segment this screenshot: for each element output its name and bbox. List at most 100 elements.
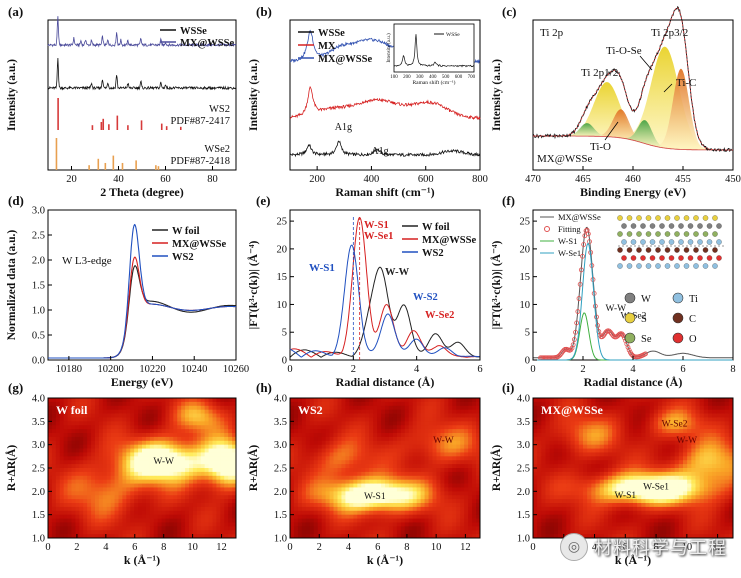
- heatmap-cell: [566, 530, 571, 535]
- y-tick-label: 0: [282, 356, 287, 367]
- heatmap-cell: [353, 452, 358, 457]
- fit-data-point: [626, 347, 632, 353]
- heatmap-cell: [83, 534, 88, 539]
- heatmap-cell: [448, 514, 453, 519]
- heatmap-cell: [369, 506, 374, 512]
- heatmap-cell: [83, 413, 88, 418]
- heatmap-cell: [404, 506, 410, 512]
- heatmap-cell: [373, 534, 378, 539]
- heatmap-cell: [48, 464, 53, 469]
- heatmap-cell: [192, 464, 198, 469]
- heatmap-cell: [297, 522, 303, 527]
- heatmap-cell: [329, 503, 334, 508]
- heatmap-cell: [293, 495, 299, 500]
- annotation-w-s2: W-S2: [413, 292, 438, 303]
- heatmap-cell: [570, 510, 576, 516]
- heatmap-cell: [381, 456, 386, 461]
- heatmap-cell: [416, 444, 422, 449]
- heatmap-cell: [373, 405, 378, 411]
- heatmap-cell: [208, 534, 213, 539]
- heatmap-cell: [616, 444, 621, 449]
- heatmap-cell: [98, 475, 104, 481]
- heatmap-cell: [301, 440, 307, 446]
- heatmap-cell: [574, 471, 580, 477]
- heatmap-cell: [313, 483, 319, 488]
- heatmap-cell: [149, 421, 155, 426]
- heatmap-cell: [400, 452, 406, 457]
- heatmap-cell: [373, 503, 378, 508]
- heatmap-cell: [452, 491, 457, 496]
- heatmap-cell: [48, 452, 53, 457]
- heatmap-cell: [161, 452, 166, 457]
- structure-atom: [678, 223, 684, 229]
- heatmap-cell: [408, 518, 414, 523]
- heatmap-cell: [365, 487, 370, 492]
- heatmap-cell: [574, 456, 580, 461]
- heatmap-cell: [313, 460, 319, 465]
- heatmap-cell: [595, 405, 601, 411]
- heatmap-cell: [537, 433, 542, 438]
- heatmap-cell: [110, 487, 115, 492]
- heatmap-cell: [200, 503, 206, 508]
- heatmap-cell: [149, 464, 155, 469]
- heatmap-cell: [566, 405, 571, 411]
- structure-atom: [645, 215, 652, 221]
- heatmap-cell: [537, 448, 542, 453]
- heatmap-cell: [79, 487, 84, 492]
- heatmap-cell: [637, 417, 642, 422]
- heatmap-cell: [297, 436, 303, 442]
- heatmap-cell: [192, 440, 198, 446]
- inset-x-tick-label: 300: [416, 75, 424, 80]
- heatmap-cell: [616, 436, 621, 442]
- heatmap-cell: [181, 440, 186, 446]
- heatmap-cell: [185, 530, 190, 535]
- heatmap-cell: [301, 471, 307, 477]
- heatmap-cell: [595, 487, 601, 492]
- heatmap-cell: [67, 429, 72, 434]
- heatmap-cell: [649, 444, 655, 449]
- heatmap-cell: [165, 425, 170, 430]
- heatmap-cell: [220, 503, 225, 508]
- heatmap-cell: [385, 413, 390, 418]
- heatmap-cell: [541, 468, 546, 473]
- heatmap-cell: [460, 534, 465, 539]
- heatmap-cell: [208, 499, 213, 504]
- heatmap-cell: [142, 421, 147, 426]
- heatmap-cell: [472, 425, 477, 430]
- heatmap-cell: [553, 483, 559, 488]
- heatmap-cell: [408, 460, 414, 465]
- heatmap-cell: [79, 475, 84, 481]
- heatmap-cell: [83, 499, 88, 504]
- heatmap-cell: [309, 495, 315, 500]
- heatmap-cell: [353, 444, 358, 449]
- heatmap-cell: [59, 479, 65, 484]
- heatmap-cell: [448, 456, 453, 461]
- heatmap-cell: [228, 503, 233, 508]
- heatmap-cell: [385, 518, 390, 523]
- heatmap-cell: [106, 510, 112, 516]
- heatmap-cell: [297, 499, 303, 504]
- heatmap-cell: [106, 522, 112, 527]
- heatmap-cell: [220, 495, 225, 500]
- heatmap-cell: [472, 495, 477, 500]
- heatmap-cell: [616, 483, 621, 488]
- heatmap-cell: [204, 433, 209, 438]
- heatmap-cell: [587, 471, 592, 477]
- heatmap-cell: [541, 510, 546, 516]
- structure-atom: [702, 247, 709, 253]
- heatmap-cell: [612, 444, 617, 449]
- heatmap-cell: [603, 417, 609, 422]
- heatmap-cell: [228, 518, 233, 523]
- heatmap-cell: [293, 475, 299, 481]
- heatmap-cell: [220, 499, 225, 504]
- heatmap-cell: [169, 464, 174, 469]
- heatmap-cell: [122, 417, 127, 422]
- heatmap-cell: [549, 526, 555, 531]
- heatmap-cell: [87, 479, 92, 484]
- heatmap-cell: [173, 491, 178, 496]
- heatmap-cell: [161, 526, 166, 531]
- heatmap-cell: [110, 405, 115, 411]
- heatmap-cell: [361, 460, 366, 465]
- heatmap-cell: [448, 448, 453, 453]
- heatmap-cell: [591, 444, 596, 449]
